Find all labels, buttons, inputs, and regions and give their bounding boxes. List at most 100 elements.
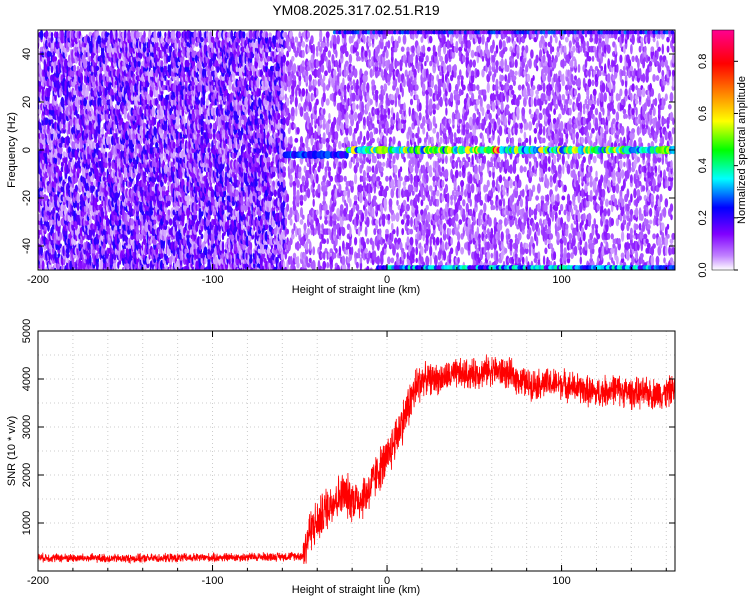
spectrogram-cell	[50, 32, 54, 38]
spectrogram-cell	[60, 30, 64, 40]
spectrogram-cell	[48, 51, 52, 57]
spectrogram-cell	[242, 31, 246, 39]
spectrogram-cell	[52, 219, 55, 225]
spectrogram-cell	[45, 195, 49, 201]
spectrogram-cell	[41, 131, 46, 141]
spectrogram-cell	[48, 60, 52, 67]
spectrogram-cell	[130, 147, 135, 153]
spectrogram-cell	[200, 37, 204, 43]
spectrogram-cell	[117, 261, 120, 270]
spectrogram-cell	[96, 156, 99, 163]
spectrogram-cell	[95, 53, 99, 64]
spectrogram-cell	[161, 185, 166, 192]
spectrogram-cell	[186, 194, 190, 202]
spectrogram-cell	[64, 154, 68, 165]
spectrogram-cell	[68, 160, 71, 169]
spectrogram-cell	[95, 252, 99, 260]
spectrogram-cell	[120, 173, 124, 185]
spectrogram-cell	[57, 132, 61, 140]
spectrogram-cell	[102, 218, 106, 226]
spectrogram-cell	[67, 146, 71, 154]
spectrogram-cell	[55, 31, 59, 39]
spectrogram-cell	[112, 183, 117, 194]
spectrogram-cell	[151, 106, 155, 117]
spectrogram-cell	[102, 243, 107, 249]
spectrogram-cell	[60, 161, 64, 168]
spectrogram-cell	[54, 93, 57, 102]
spectrogram-cell	[102, 176, 106, 182]
spectrogram-cell	[249, 156, 253, 163]
spectrogram-cell	[73, 141, 77, 150]
spectrogram-cell	[92, 247, 96, 254]
spectrogram-cell	[65, 135, 70, 146]
spectrogram-cell	[39, 190, 44, 196]
spectrogram-cell	[265, 31, 268, 39]
spectrogram-cell	[102, 171, 107, 177]
spectrogram-cell	[83, 194, 87, 202]
spectrogram-cell	[104, 151, 108, 158]
spectrogram-cell	[200, 233, 204, 240]
spectrogram-cell	[248, 30, 253, 40]
spectrogram-cell	[207, 147, 211, 153]
spectrogram-cell	[46, 68, 51, 78]
spectrogram-cell	[76, 209, 80, 216]
spectrogram-cell	[106, 94, 110, 100]
spectrogram-cell	[160, 60, 164, 68]
spectrogram-cell	[88, 171, 93, 177]
spectrogram-cell	[73, 64, 77, 73]
spectrogram-cell	[168, 218, 173, 226]
spectrogram-cell	[78, 257, 82, 264]
spectrogram-cell	[87, 35, 91, 44]
spectrogram-cell	[85, 50, 89, 58]
spectrogram-cell	[105, 217, 110, 227]
spectrogram-cell	[101, 126, 105, 135]
spectrogram-cell	[80, 72, 83, 84]
spectrogram-cell	[90, 183, 95, 194]
spectrogram-cell	[90, 108, 94, 115]
spectrogram-cell	[76, 228, 80, 236]
spectrogram-cell	[73, 89, 77, 96]
chart-title: YM08.2025.317.02.51.R19	[272, 2, 440, 18]
spectrogram-cell	[45, 117, 49, 125]
spectrogram-cell	[104, 87, 108, 98]
spectrogram-cell	[83, 97, 87, 107]
spectrogram-cell	[66, 252, 70, 259]
spectrogram-cell	[249, 242, 253, 250]
spectrogram-cell	[76, 192, 80, 204]
spectrogram-cell	[50, 118, 54, 125]
spectrogram-cell	[125, 236, 129, 246]
spectrogram-cell	[58, 145, 63, 155]
spectrogram-cell	[122, 179, 125, 188]
spectrogram-cell	[41, 260, 45, 270]
spectrogram-cell	[106, 65, 110, 72]
spectrogram-cell	[130, 161, 134, 168]
spectrogram-cell	[95, 65, 100, 71]
spectrogram-cell	[211, 65, 214, 72]
spectrogram-cell	[38, 108, 42, 115]
spectrogram-cell	[130, 218, 135, 226]
spectrogram-cell	[115, 30, 118, 40]
spectrogram-cell	[123, 169, 127, 179]
spectrogram-cell	[113, 260, 117, 270]
spectrogram-cell	[266, 156, 271, 163]
spectrogram-cell	[97, 45, 101, 54]
spectrogram-cell	[172, 30, 176, 41]
spectrogram-cell	[47, 65, 50, 72]
spectrogram-cell	[52, 51, 56, 57]
spectrogram-cell	[38, 121, 42, 131]
spectrogram-cell	[256, 77, 260, 89]
spectrogram-cell	[74, 149, 79, 160]
spectrogram-cell	[217, 31, 222, 39]
spectrogram-cell	[118, 214, 122, 220]
spectrogram-cell	[121, 252, 126, 259]
spectrogram-cell	[104, 103, 108, 111]
spectrogram-cell	[95, 237, 100, 245]
spectrogram-cell	[268, 32, 272, 38]
spectrogram-cell	[247, 142, 251, 148]
spectrogram-cell	[167, 209, 171, 216]
spectrogram-cell	[164, 31, 167, 38]
spectrogram-cell	[95, 256, 100, 265]
spectrogram-cell	[221, 240, 225, 252]
spectrogram-cell	[122, 65, 125, 72]
